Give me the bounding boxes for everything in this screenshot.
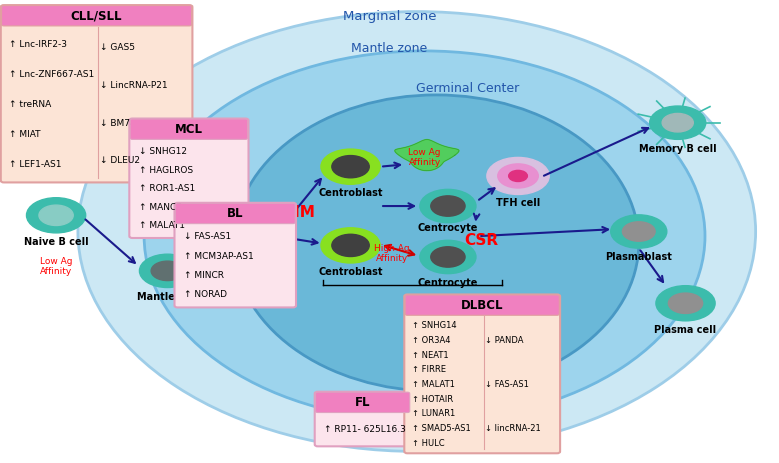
Text: Marginal zone: Marginal zone bbox=[343, 10, 436, 23]
FancyBboxPatch shape bbox=[130, 119, 248, 139]
Text: ↑ MANCR: ↑ MANCR bbox=[139, 203, 182, 212]
Text: ↑ MALAT1: ↑ MALAT1 bbox=[412, 380, 455, 389]
Text: MCL: MCL bbox=[175, 123, 203, 136]
Circle shape bbox=[656, 286, 715, 321]
Circle shape bbox=[321, 228, 380, 263]
Circle shape bbox=[420, 240, 476, 274]
Circle shape bbox=[498, 164, 538, 188]
Text: Plasmablast: Plasmablast bbox=[605, 252, 672, 263]
Text: ↑ NORAD: ↑ NORAD bbox=[184, 290, 227, 300]
Text: Centrocyte: Centrocyte bbox=[418, 223, 478, 233]
Text: ↑ LEF1-AS1: ↑ LEF1-AS1 bbox=[9, 160, 61, 169]
Ellipse shape bbox=[234, 95, 639, 391]
Text: ↑ MIAT: ↑ MIAT bbox=[9, 130, 40, 139]
FancyBboxPatch shape bbox=[405, 295, 559, 315]
Circle shape bbox=[431, 247, 465, 267]
Text: ↓ PANDA: ↓ PANDA bbox=[485, 336, 523, 345]
Circle shape bbox=[151, 261, 184, 281]
Text: ↑ treRNA: ↑ treRNA bbox=[9, 100, 51, 109]
Circle shape bbox=[26, 198, 86, 233]
Circle shape bbox=[431, 196, 465, 216]
Circle shape bbox=[226, 218, 288, 255]
FancyBboxPatch shape bbox=[315, 392, 411, 446]
Circle shape bbox=[611, 215, 667, 248]
Circle shape bbox=[509, 170, 527, 181]
Text: ↑ FIRRE: ↑ FIRRE bbox=[412, 365, 446, 375]
Text: Plasma cell: Plasma cell bbox=[654, 325, 717, 335]
Text: ↑ RP11- 625L16.3: ↑ RP11- 625L16.3 bbox=[324, 425, 406, 434]
Text: ↑ SNHG14: ↑ SNHG14 bbox=[412, 321, 456, 331]
FancyBboxPatch shape bbox=[1, 5, 192, 182]
Text: CLL/SLL: CLL/SLL bbox=[71, 9, 122, 22]
Text: Naive B cell: Naive B cell bbox=[24, 237, 88, 247]
Text: CSR: CSR bbox=[464, 233, 499, 248]
Text: Centrocyte: Centrocyte bbox=[418, 278, 478, 288]
Circle shape bbox=[332, 156, 369, 178]
Circle shape bbox=[622, 222, 655, 241]
Text: Germinal Center: Germinal Center bbox=[416, 82, 519, 95]
FancyBboxPatch shape bbox=[2, 6, 192, 26]
Text: FL: FL bbox=[355, 396, 370, 409]
Text: Follicular
B blast: Follicular B blast bbox=[231, 259, 283, 281]
Text: ↓ FAS-AS1: ↓ FAS-AS1 bbox=[184, 232, 231, 241]
Text: ↓ FAS-AS1: ↓ FAS-AS1 bbox=[485, 380, 529, 389]
Text: Low Ag
Affinity: Low Ag Affinity bbox=[408, 148, 441, 167]
Text: SHM: SHM bbox=[277, 205, 315, 219]
Circle shape bbox=[668, 293, 703, 313]
Circle shape bbox=[650, 106, 706, 139]
FancyBboxPatch shape bbox=[175, 203, 295, 224]
FancyBboxPatch shape bbox=[129, 119, 249, 238]
Text: High Ag
Affinity: High Ag Affinity bbox=[374, 244, 410, 263]
Text: ↓ DLEU2: ↓ DLEU2 bbox=[100, 156, 139, 165]
Text: ↑ ROR1-AS1: ↑ ROR1-AS1 bbox=[139, 184, 195, 194]
Text: ↑ HAGLROS: ↑ HAGLROS bbox=[139, 166, 192, 175]
Text: Centroblast: Centroblast bbox=[319, 267, 382, 277]
Text: ↑ MALAT1: ↑ MALAT1 bbox=[139, 221, 185, 231]
Text: ↑ SMAD5-AS1: ↑ SMAD5-AS1 bbox=[412, 424, 471, 433]
Text: ↑ HOTAIR: ↑ HOTAIR bbox=[412, 394, 453, 404]
Text: ↓ BM742401: ↓ BM742401 bbox=[100, 119, 158, 128]
Text: Low Ag
Affinity: Low Ag Affinity bbox=[40, 257, 72, 276]
Circle shape bbox=[39, 205, 73, 225]
Text: ↑ Lnc-ZNF667-AS1: ↑ Lnc-ZNF667-AS1 bbox=[9, 70, 93, 79]
Text: ↓ LincRNA-P21: ↓ LincRNA-P21 bbox=[100, 81, 167, 90]
Text: ↑ MCM3AP-AS1: ↑ MCM3AP-AS1 bbox=[184, 251, 254, 261]
Text: ↑ LUNAR1: ↑ LUNAR1 bbox=[412, 409, 456, 419]
Circle shape bbox=[321, 149, 380, 184]
Text: Mantle cell: Mantle cell bbox=[137, 292, 198, 302]
FancyBboxPatch shape bbox=[174, 203, 296, 307]
FancyBboxPatch shape bbox=[315, 392, 410, 413]
Text: TFH cell: TFH cell bbox=[496, 198, 540, 208]
Text: Mantle zone: Mantle zone bbox=[351, 42, 428, 55]
Circle shape bbox=[487, 157, 549, 194]
Text: ↓ lincRNA-21: ↓ lincRNA-21 bbox=[485, 424, 541, 433]
Circle shape bbox=[139, 254, 196, 288]
Polygon shape bbox=[395, 139, 459, 171]
Ellipse shape bbox=[78, 12, 756, 451]
Text: ↑ Lnc-IRF2-3: ↑ Lnc-IRF2-3 bbox=[9, 40, 66, 49]
Text: ↑ HULC: ↑ HULC bbox=[412, 438, 445, 448]
Text: ↑ NEAT1: ↑ NEAT1 bbox=[412, 350, 449, 360]
Text: ↑ MINCR: ↑ MINCR bbox=[184, 271, 224, 280]
Circle shape bbox=[662, 113, 693, 132]
Text: ↓ SNHG12: ↓ SNHG12 bbox=[139, 147, 187, 156]
Circle shape bbox=[420, 189, 476, 223]
Text: DLBCL: DLBCL bbox=[461, 299, 503, 312]
Text: Memory B cell: Memory B cell bbox=[639, 144, 717, 154]
Ellipse shape bbox=[144, 51, 705, 421]
FancyBboxPatch shape bbox=[404, 294, 560, 453]
Text: BL: BL bbox=[227, 207, 244, 220]
Circle shape bbox=[237, 224, 277, 248]
Circle shape bbox=[332, 234, 369, 257]
Text: ↓ GAS5: ↓ GAS5 bbox=[100, 44, 135, 52]
Text: Centroblast: Centroblast bbox=[319, 188, 382, 198]
Text: ↑ OR3A4: ↑ OR3A4 bbox=[412, 336, 450, 345]
